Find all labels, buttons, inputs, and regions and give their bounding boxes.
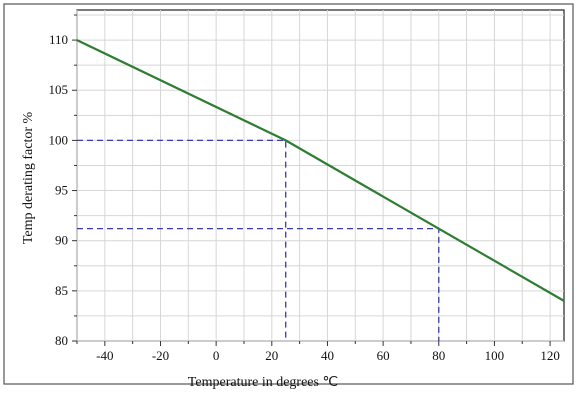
x-tick-label: -40 — [96, 348, 113, 363]
derating-curve-line — [76, 39, 565, 302]
axis-ticks — [72, 14, 551, 346]
x-tick-label: -20 — [152, 348, 169, 363]
x-axis-label: Temperature in degrees ℃ — [188, 375, 338, 390]
x-tick-label: 80 — [432, 348, 445, 363]
x-tick-label: 0 — [213, 348, 220, 363]
x-tick-label: 120 — [540, 348, 560, 363]
y-tick-label: 90 — [55, 233, 68, 248]
x-tick-label: 20 — [265, 348, 278, 363]
y-axis-label: Temp derating factor % — [21, 111, 36, 244]
x-tick-labels: -40 -20 0 20 40 60 80 100 120 — [96, 348, 560, 363]
series-group — [76, 39, 565, 302]
gridlines — [76, 10, 564, 342]
y-tick-label: 80 — [55, 333, 68, 348]
y-tick-label: 100 — [49, 132, 69, 147]
chart-frame — [3, 3, 574, 385]
y-tick-labels: 80 85 90 95 100 105 110 — [49, 32, 69, 348]
x-tick-label: 60 — [377, 348, 390, 363]
y-tick-label: 105 — [49, 82, 69, 97]
plot-area — [76, 9, 565, 342]
x-tick-label: 100 — [485, 348, 505, 363]
y-tick-label: 110 — [49, 32, 68, 47]
y-tick-label: 85 — [55, 283, 68, 298]
y-tick-label: 95 — [55, 183, 68, 198]
x-tick-label: 40 — [321, 348, 334, 363]
reference-guide-line — [77, 139, 287, 341]
